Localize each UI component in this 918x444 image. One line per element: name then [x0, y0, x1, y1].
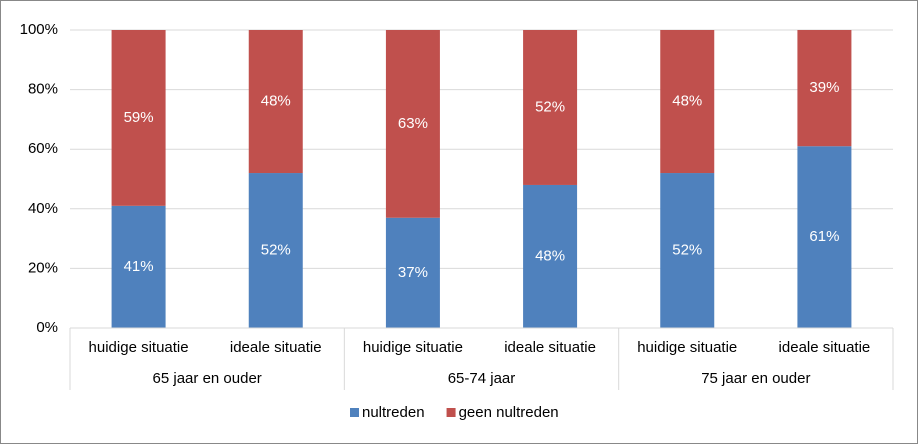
data-label: 48%	[261, 92, 291, 109]
x-tick-label: ideale situatie	[230, 339, 322, 356]
x-tick-label: huidige situatie	[637, 339, 737, 356]
bar-segment	[660, 30, 715, 174]
bar-segment	[385, 30, 440, 218]
data-label: 63%	[398, 115, 428, 132]
bar-segment	[797, 30, 852, 147]
legend-swatch	[446, 408, 456, 417]
data-label: 61%	[809, 228, 839, 245]
y-tick-label: 80%	[28, 81, 58, 98]
y-tick-label: 60%	[28, 140, 58, 157]
x-tick-label: ideale situatie	[779, 339, 871, 356]
data-label: 59%	[124, 109, 154, 126]
bar-segment	[111, 205, 166, 328]
data-label: 48%	[535, 247, 565, 264]
data-label: 41%	[124, 258, 154, 275]
y-tick-label: 100%	[20, 21, 58, 38]
y-tick-label: 40%	[28, 200, 58, 217]
x-tick-label: huidige situatie	[89, 339, 189, 356]
group-label: 75 jaar en ouder	[701, 370, 810, 387]
y-tick-label: 20%	[28, 259, 58, 276]
bar-segment	[797, 146, 852, 328]
legend-label: geen nultreden	[459, 404, 559, 421]
group-label: 65-74 jaar	[448, 370, 516, 387]
bar-segment	[111, 30, 166, 206]
legend-swatch	[350, 408, 359, 417]
legend-label: nultreden	[362, 404, 425, 421]
x-tick-label: huidige situatie	[363, 339, 463, 356]
group-label: 65 jaar en ouder	[153, 370, 262, 387]
bar-segment	[523, 30, 578, 185]
data-label: 39%	[809, 79, 839, 96]
data-label: 52%	[535, 98, 565, 115]
data-label: 37%	[398, 264, 428, 281]
bar-segment	[248, 173, 303, 328]
y-tick-label: 0%	[36, 319, 58, 336]
bar-segment	[660, 173, 715, 328]
data-label: 48%	[672, 92, 702, 109]
data-label: 52%	[261, 241, 291, 258]
bar-segment	[248, 30, 303, 174]
bar-segment	[385, 217, 440, 328]
bar-segment	[523, 184, 578, 328]
x-tick-label: ideale situatie	[504, 339, 596, 356]
data-label: 52%	[672, 241, 702, 258]
